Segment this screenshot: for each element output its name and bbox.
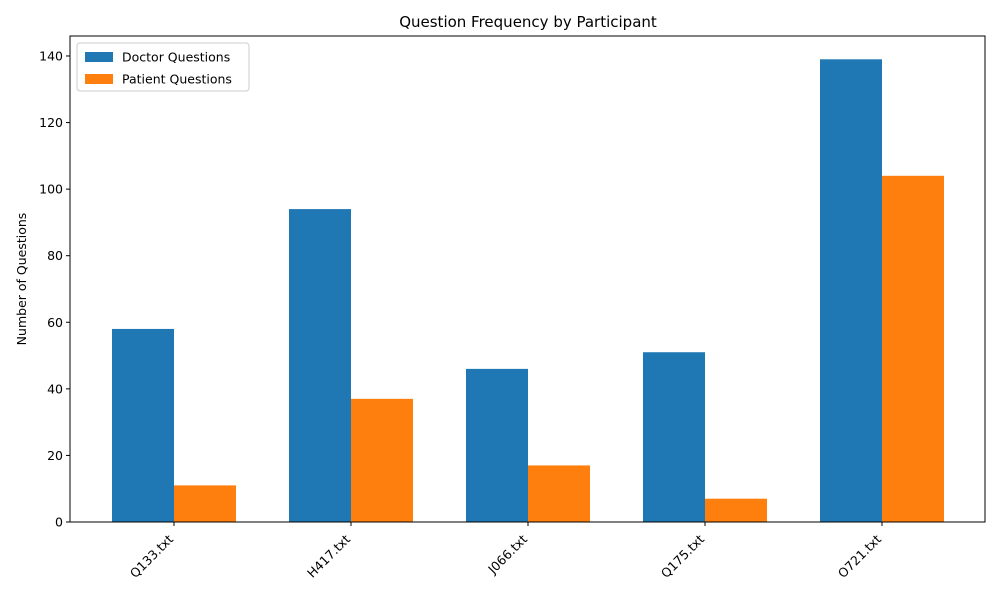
plot-frame [69, 35, 986, 523]
chart-title: Question Frequency by Participant [399, 13, 657, 31]
legend-label-patient: Patient Questions [122, 72, 232, 87]
legend: Doctor Questions Patient Questions [76, 42, 250, 92]
legend-swatch-doctor [85, 52, 113, 62]
legend-swatch-patient [85, 74, 113, 84]
bar-patient-0 [174, 485, 236, 522]
y-tick-label: 80 [47, 248, 63, 263]
y-axis: 0 20 40 60 80 100 120 140 [39, 48, 70, 530]
y-tick-label: 40 [47, 381, 63, 396]
legend-box [76, 42, 250, 92]
bar-patient-3 [705, 498, 767, 522]
y-tick-label: 60 [47, 315, 63, 330]
bar-doctor-3 [643, 352, 705, 522]
bar-doctor-0 [112, 328, 174, 522]
bar-patient-1 [351, 398, 413, 522]
y-axis-label: Number of Questions [14, 213, 29, 346]
bar-doctor-1 [289, 209, 351, 522]
y-tick-label: 0 [55, 515, 63, 530]
bar-doctor-4 [820, 59, 882, 523]
y-tick-label: 140 [39, 48, 63, 63]
bars-group [112, 59, 944, 523]
bar-patient-4 [882, 175, 944, 522]
y-tick-label: 20 [47, 448, 63, 463]
y-tick-label: 100 [39, 182, 63, 197]
y-tick-label: 120 [39, 115, 63, 130]
bar-patient-2 [528, 465, 590, 522]
legend-label-doctor: Doctor Questions [122, 50, 230, 65]
bar-doctor-2 [466, 368, 528, 522]
